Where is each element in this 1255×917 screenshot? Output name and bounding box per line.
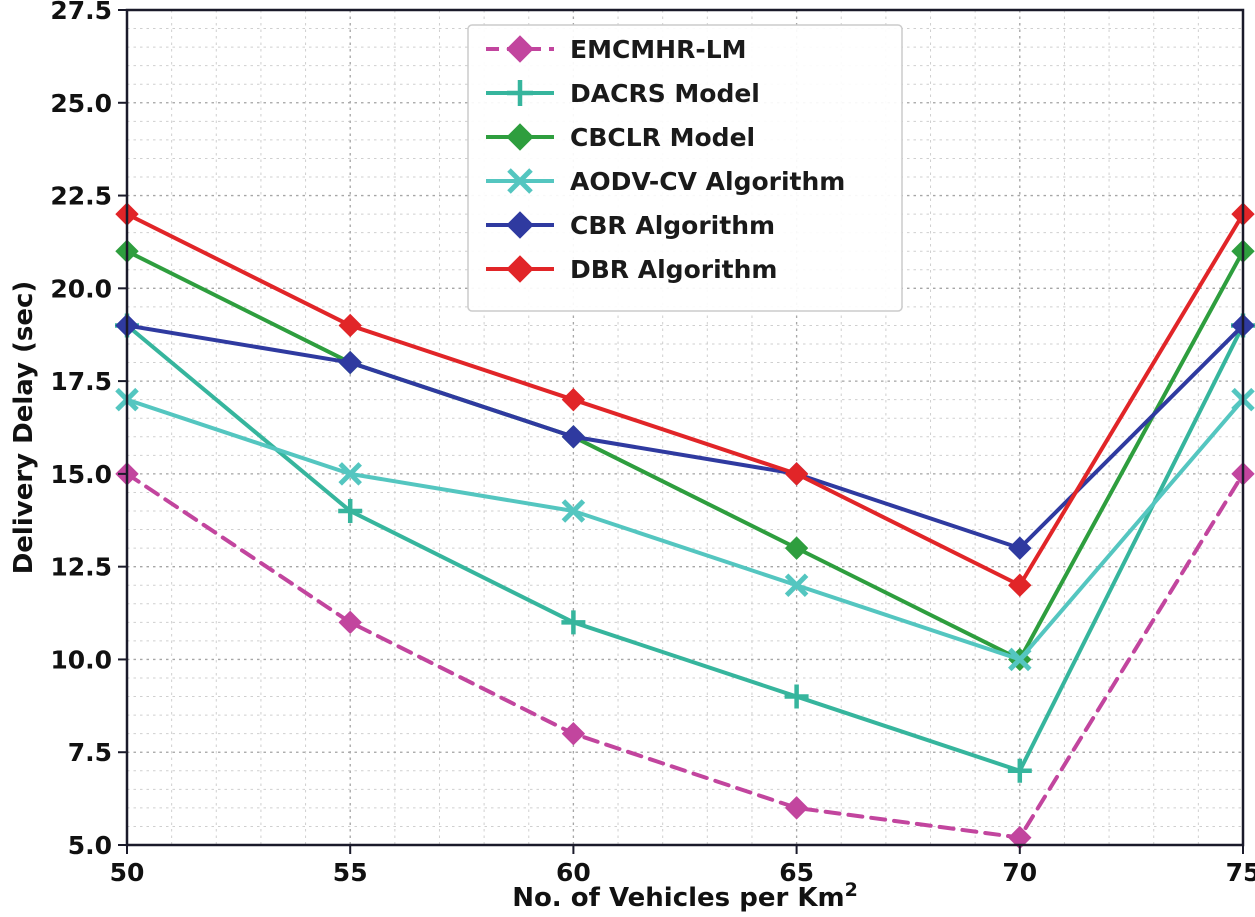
y-tick-label: 10.0 xyxy=(50,645,112,674)
x-axis-ticks: 50 55 60 65 70 75 xyxy=(110,845,1255,887)
y-tick-label: 5.0 xyxy=(68,831,112,860)
y-tick-label: 25.0 xyxy=(50,89,112,118)
legend-item-dbr-algorithm: DBR Algorithm xyxy=(486,255,777,284)
legend-label: CBCLR Model xyxy=(570,123,755,152)
legend-label: CBR Algorithm xyxy=(570,211,775,240)
y-axis-label: Delivery Delay (sec) xyxy=(9,281,39,575)
y-tick-label: 15.0 xyxy=(50,460,112,489)
x-tick-label: 75 xyxy=(1226,858,1255,887)
legend-label: EMCMHR-LM xyxy=(570,35,747,64)
x-tick-label: 50 xyxy=(110,858,145,887)
y-tick-label: 22.5 xyxy=(50,182,112,211)
legend-label: DBR Algorithm xyxy=(570,255,777,284)
series-emcmhr-lm xyxy=(115,462,1255,850)
x-tick-label: 65 xyxy=(779,858,814,887)
x-tick-label: 60 xyxy=(556,858,591,887)
legend-label: AODV-CV Algorithm xyxy=(570,167,845,196)
y-tick-label: 17.5 xyxy=(50,367,112,396)
x-axis-label: No. of Vehicles per Km2 xyxy=(512,879,858,913)
y-tick-label: 20.0 xyxy=(50,274,112,303)
y-axis-ticks: 5.0 7.5 10.0 12.5 15.0 17.5 20.0 22.5 25.0 27.5 xyxy=(50,0,127,860)
legend-item-emcmhr-lm: EMCMHR-LM xyxy=(486,35,747,64)
legend-item-cbclr-model: CBCLR Model xyxy=(486,123,755,152)
legend-item-aodv-cv-algorithm: AODV-CV Algorithm xyxy=(486,167,845,196)
legend: EMCMHR-LM DACRS Model CBCLR Model AODV-CV A… xyxy=(467,24,903,312)
legend-label: DACRS Model xyxy=(570,79,760,108)
x-tick-label: 70 xyxy=(1002,858,1037,887)
y-tick-label: 12.5 xyxy=(50,553,112,582)
series-cbr-algorithm xyxy=(115,313,1255,560)
legend-item-dacrs-model: DACRS Model xyxy=(486,79,760,108)
series-aodv-cv-algorithm xyxy=(115,387,1255,672)
y-tick-label: 7.5 xyxy=(68,738,112,767)
plot-frame xyxy=(125,8,1245,847)
legend-item-cbr-algorithm: CBR Algorithm xyxy=(486,211,775,240)
x-tick-label: 55 xyxy=(333,858,368,887)
y-tick-label: 27.5 xyxy=(50,0,112,25)
